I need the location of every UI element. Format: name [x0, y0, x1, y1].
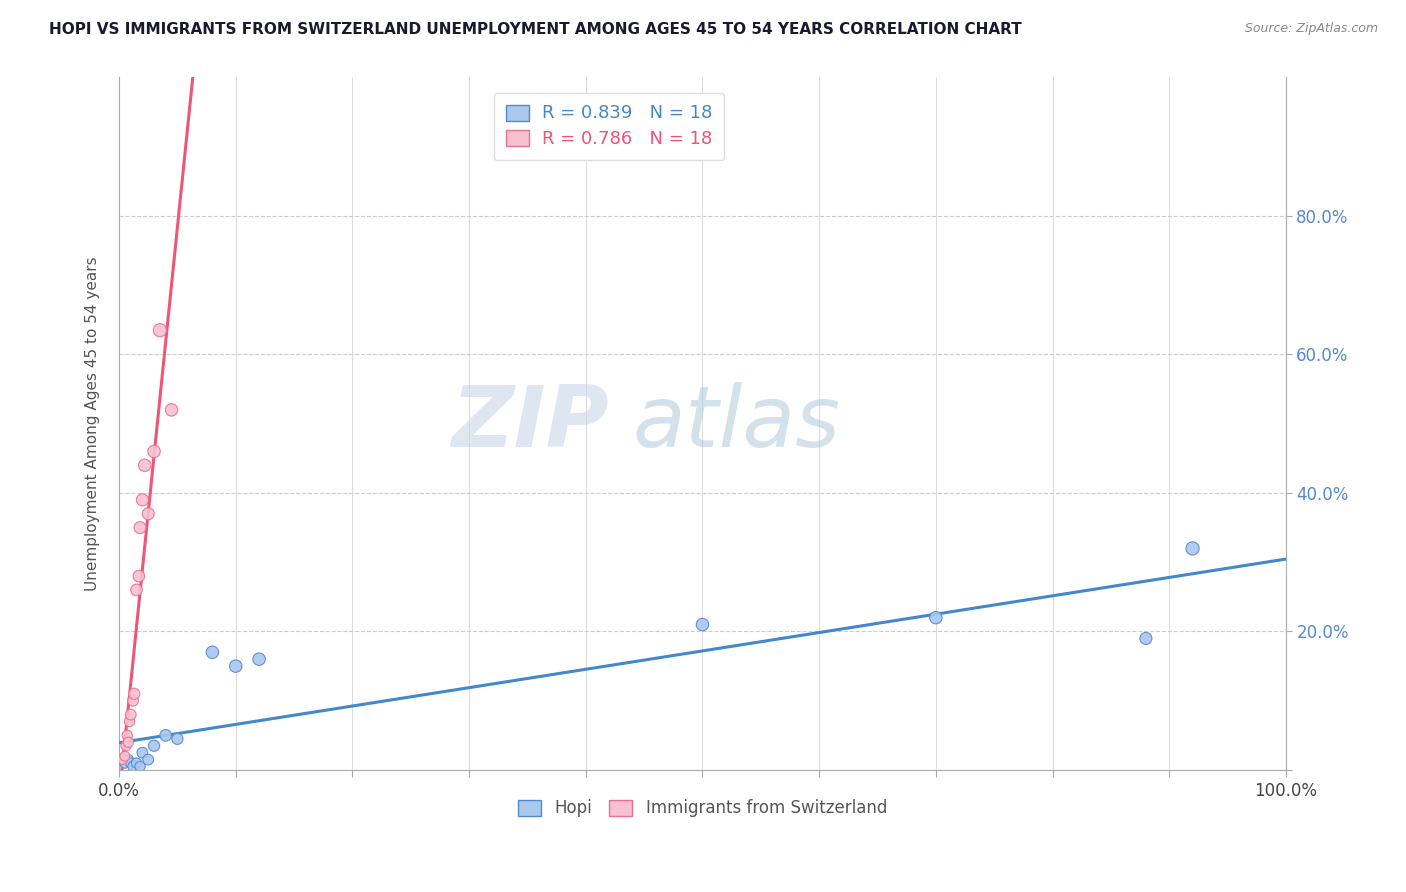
Text: ZIP: ZIP [451, 382, 609, 466]
Point [122, 759, 145, 773]
Point [114, 749, 136, 764]
Point [201, 645, 224, 659]
Point [120, 756, 142, 770]
Point [143, 739, 166, 753]
Point [143, 444, 166, 458]
Point [166, 731, 188, 746]
Text: HOPI VS IMMIGRANTS FROM SWITZERLAND UNEMPLOYMENT AMONG AGES 45 TO 54 YEARS CORRE: HOPI VS IMMIGRANTS FROM SWITZERLAND UNEM… [49, 22, 1022, 37]
Text: Source: ZipAtlas.com: Source: ZipAtlas.com [1244, 22, 1378, 36]
Point [122, 694, 145, 708]
Point [125, 756, 148, 770]
Point [111, 753, 134, 767]
Point [149, 323, 172, 337]
Point [692, 617, 714, 632]
Point [225, 659, 247, 673]
Point [1181, 541, 1204, 556]
Point [115, 728, 138, 742]
Point [131, 492, 153, 507]
Y-axis label: Unemployment Among Ages 45 to 54 years: Unemployment Among Ages 45 to 54 years [86, 256, 100, 591]
Legend: Hopi, Immigrants from Switzerland: Hopi, Immigrants from Switzerland [512, 793, 894, 824]
Point [128, 569, 150, 583]
Point [136, 753, 159, 767]
Point [134, 458, 156, 473]
Point [247, 652, 270, 666]
Point [120, 707, 142, 722]
Point [118, 714, 141, 729]
Point [160, 402, 183, 417]
Point [129, 520, 152, 534]
Point [925, 610, 948, 624]
Point [155, 728, 177, 742]
Point [114, 756, 136, 770]
Point [136, 507, 159, 521]
Point [131, 746, 153, 760]
Point [1135, 632, 1157, 646]
Text: atlas: atlas [633, 382, 841, 466]
Point [125, 582, 148, 597]
Point [117, 753, 139, 767]
Point [129, 759, 152, 773]
Point [122, 687, 145, 701]
Point [117, 735, 139, 749]
Point [115, 739, 138, 753]
